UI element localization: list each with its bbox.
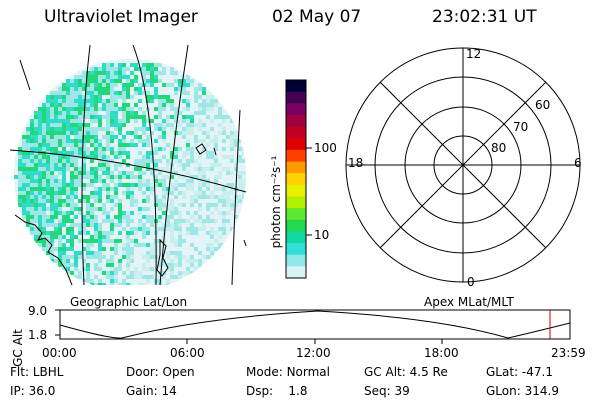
colorbar-tick-100: 100 xyxy=(314,141,337,155)
gc-alt-axis-label: GC Alt xyxy=(11,329,25,367)
status-ip: IP: 36.0 xyxy=(10,384,56,398)
alt-xtick-1800: 18:00 xyxy=(424,346,459,360)
colorbar-strip xyxy=(286,231,306,244)
colorbar-strip xyxy=(286,103,306,116)
mlt-label-6: 6 xyxy=(574,156,582,170)
colorbar-strip xyxy=(286,219,306,233)
alt-ytick-9: 9.0 xyxy=(28,304,48,318)
status-mode: Mode: Normal xyxy=(246,365,330,379)
status-flt: Flt: LBHL xyxy=(10,365,64,379)
mlt-label-18: 18 xyxy=(348,156,364,170)
colorbar-strip xyxy=(286,138,306,151)
status-glat: GLat: -47.1 xyxy=(486,365,553,379)
colorbar-strip xyxy=(286,184,306,198)
status-gain: Gain: 14 xyxy=(126,384,177,398)
colorbar-strip xyxy=(286,91,306,104)
colorbar-strip xyxy=(286,254,306,267)
status-dsp: Dsp: 1.8 xyxy=(246,384,308,398)
alt-xtick-1200: 12:00 xyxy=(296,346,331,360)
colorbar-strip xyxy=(286,114,306,128)
mlat-label-60: 60 xyxy=(535,98,551,112)
colorbar-strip xyxy=(286,243,306,256)
date-label: 02 May 07 xyxy=(272,7,362,27)
mlat-label-80: 80 xyxy=(491,141,507,155)
status-glon: GLon: 314.9 xyxy=(486,384,559,398)
status-door: Door: Open xyxy=(126,365,195,379)
status-gc-alt: GC Alt: 4.5 Re xyxy=(364,365,448,379)
apex-polar-grid xyxy=(345,47,581,283)
colorbar-unit-label: photon cm⁻²s⁻¹ xyxy=(269,155,283,249)
coastline xyxy=(14,143,247,286)
mlt-label-12: 12 xyxy=(466,47,482,61)
alt-ytick-1-8: 1.8 xyxy=(28,328,48,342)
colorbar-strip xyxy=(286,196,306,209)
colorbar-strip xyxy=(286,173,306,186)
uv-image-disk xyxy=(14,59,246,285)
colorbar xyxy=(285,79,312,279)
altitude-plot xyxy=(55,309,571,344)
geographic-panel-label: Geographic Lat/Lon xyxy=(70,295,188,309)
alt-xtick-0000: 00:00 xyxy=(42,346,77,360)
colorbar-strip xyxy=(286,161,306,174)
colorbar-strip xyxy=(286,266,306,279)
geo-grid xyxy=(10,45,247,285)
mlat-label-70: 70 xyxy=(513,120,529,134)
colorbar-strip xyxy=(286,80,306,93)
colorbar-strip xyxy=(286,208,306,221)
apex-panel-label: Apex MLat/MLT xyxy=(424,295,514,309)
alt-xtick-0600: 06:00 xyxy=(170,346,205,360)
alt-xtick-2359: 23:59 xyxy=(551,346,586,360)
colorbar-strip xyxy=(286,149,306,163)
colorbar-strip xyxy=(286,126,306,139)
colorbar-tick-10: 10 xyxy=(314,228,330,242)
time-label: 23:02:31 UT xyxy=(432,7,537,27)
mlt-label-0: 0 xyxy=(467,275,475,289)
status-seq: Seq: 39 xyxy=(364,384,410,398)
instrument-title: Ultraviolet Imager xyxy=(44,7,198,27)
